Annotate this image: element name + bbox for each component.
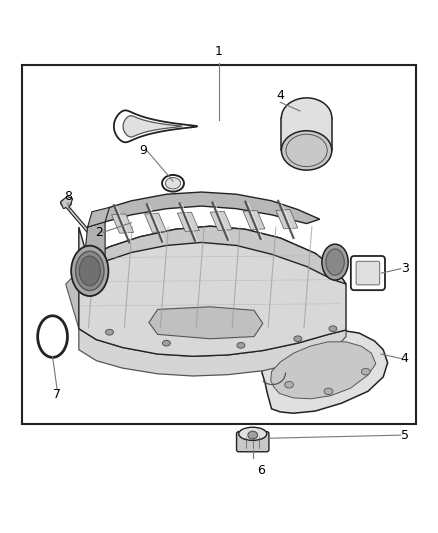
Polygon shape (88, 192, 320, 227)
FancyBboxPatch shape (351, 256, 385, 290)
Polygon shape (83, 226, 346, 284)
Polygon shape (262, 330, 388, 413)
Ellipse shape (162, 340, 170, 346)
Polygon shape (243, 211, 265, 230)
Ellipse shape (106, 329, 113, 335)
Ellipse shape (75, 251, 104, 290)
FancyBboxPatch shape (281, 118, 332, 150)
Text: 9: 9 (139, 144, 147, 157)
Polygon shape (79, 226, 346, 356)
Ellipse shape (162, 175, 184, 191)
Ellipse shape (281, 131, 332, 170)
Ellipse shape (324, 388, 333, 394)
Polygon shape (145, 213, 166, 232)
Ellipse shape (248, 431, 258, 439)
Text: 4: 4 (276, 89, 284, 102)
Text: 8: 8 (64, 190, 72, 203)
Ellipse shape (322, 244, 348, 280)
Polygon shape (79, 329, 346, 376)
Ellipse shape (361, 368, 370, 375)
Text: 7: 7 (53, 388, 61, 401)
Ellipse shape (281, 98, 332, 138)
Polygon shape (149, 307, 263, 339)
Ellipse shape (237, 343, 245, 348)
FancyBboxPatch shape (356, 261, 380, 285)
Polygon shape (88, 207, 110, 227)
Polygon shape (177, 212, 199, 231)
Ellipse shape (71, 246, 109, 296)
Text: 6: 6 (257, 464, 265, 477)
Polygon shape (112, 214, 134, 233)
Bar (22, 65, 416, 424)
Polygon shape (60, 197, 73, 209)
Ellipse shape (294, 336, 302, 342)
Ellipse shape (166, 177, 180, 189)
Polygon shape (83, 222, 105, 278)
Polygon shape (271, 342, 376, 399)
Ellipse shape (44, 324, 61, 349)
Ellipse shape (60, 199, 71, 207)
Polygon shape (114, 110, 197, 142)
Ellipse shape (326, 249, 344, 275)
Polygon shape (276, 209, 298, 229)
Text: 1: 1 (215, 45, 223, 59)
Text: 5: 5 (401, 429, 409, 442)
Polygon shape (66, 275, 96, 340)
Ellipse shape (285, 382, 293, 388)
Ellipse shape (286, 134, 327, 167)
Ellipse shape (329, 326, 337, 332)
Polygon shape (210, 211, 232, 231)
Text: 2: 2 (95, 226, 103, 239)
Ellipse shape (38, 316, 67, 358)
Ellipse shape (79, 256, 100, 286)
Ellipse shape (239, 427, 267, 440)
Polygon shape (123, 116, 182, 137)
Text: 3: 3 (401, 262, 409, 275)
Text: 4: 4 (401, 352, 409, 365)
FancyBboxPatch shape (237, 432, 269, 452)
